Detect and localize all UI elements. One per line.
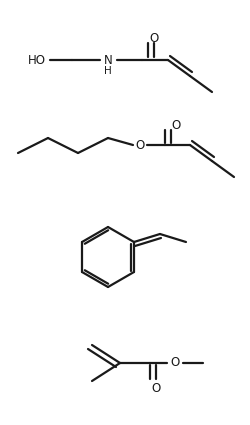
Text: O: O [170,357,179,369]
Text: H: H [104,66,112,76]
Text: O: O [150,31,159,45]
Text: HO: HO [28,54,46,66]
Text: O: O [136,139,144,151]
Text: N: N [104,54,112,66]
Text: O: O [152,382,160,396]
Text: O: O [172,119,180,131]
